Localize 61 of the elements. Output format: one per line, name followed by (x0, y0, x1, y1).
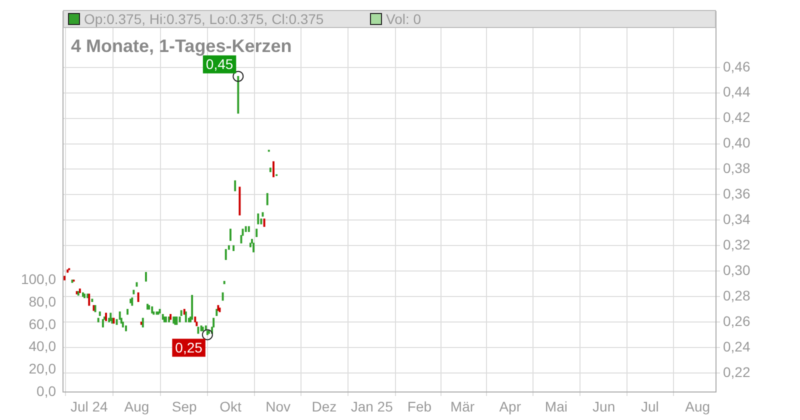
y2-tick-label: 40,0 (28, 338, 56, 354)
x-tick-label: Aug (685, 398, 710, 414)
x-tick-label: Mai (544, 398, 568, 414)
text: 4 Monate, 1-Tages-Kerzen (71, 36, 292, 57)
candlestick (191, 294, 194, 320)
candlestick (156, 311, 158, 315)
x-tick-label: Aug (124, 398, 150, 414)
candlestick (136, 282, 138, 287)
candlestick (256, 228, 258, 238)
x-tick-label: Mär (450, 398, 475, 414)
y-tick-label: 0,38 (723, 160, 750, 176)
x-tick-label: Nov (266, 398, 291, 414)
y2-tick-label: 80,0 (28, 294, 56, 310)
candlestick (105, 312, 107, 322)
x-tick-label: Apr (499, 398, 522, 414)
candlestick (234, 180, 236, 192)
x-tick-label: Sep (172, 398, 198, 414)
candlestick (126, 308, 129, 315)
candlestick (157, 311, 160, 315)
y-tick-label: 0,28 (723, 287, 750, 304)
info-strip: Op:0.375, Hi:0.375, Lo:0.375, Cl:0.375 Vol: 0 (63, 10, 716, 28)
candlestick (197, 326, 200, 334)
y2-tick-label: 100,0 (20, 271, 56, 288)
y-tick-label: 0,22 (723, 364, 750, 380)
y-tick-label: 0,26 (723, 312, 750, 329)
y2-tick-label: 60,0 (28, 316, 56, 332)
x-tick-label: Jan 25 (350, 398, 394, 414)
x-tick-label: Feb (407, 398, 432, 414)
candlestick (131, 297, 134, 306)
x-tick-label: Jul (640, 398, 659, 414)
y-tick-label: 0,40 (723, 134, 750, 151)
candlestick (223, 280, 226, 284)
y-tick-label: 0,42 (723, 109, 750, 126)
candlestick (218, 308, 221, 312)
annotation: 0,25 (175, 340, 203, 356)
annotation: Vol: 0 (386, 11, 422, 27)
x-tick-label: Jul 24 (70, 398, 108, 414)
y-tick-label: 0,46 (723, 58, 750, 74)
candlestick (97, 318, 100, 322)
y-tick-label: 0,34 (723, 211, 750, 228)
candlestick (252, 242, 255, 252)
annotation: Op:0.375, Hi:0.375, Lo:0.375, Cl:0.375 (84, 11, 324, 27)
candlestick (262, 212, 264, 217)
x-tick-label: Jun (592, 398, 616, 414)
annotation: 0,45 (206, 56, 234, 72)
x-tick-label: Dez (312, 398, 337, 414)
candlestick (257, 213, 260, 224)
candlestick (132, 290, 135, 294)
y2-tick-label: 20,0 (28, 360, 56, 377)
candlestick (183, 308, 186, 315)
y-tick-label: 0,36 (723, 186, 750, 202)
candlestick (200, 325, 202, 332)
candlestick (64, 276, 66, 280)
y-tick-label: 0,30 (723, 262, 750, 278)
y2-tick-label: 0,0 (36, 382, 56, 399)
y-tick-label: 0,24 (723, 338, 750, 354)
candlestick (232, 245, 235, 252)
x-tick-label: Okt (220, 398, 242, 414)
y-tick-label: 0,32 (723, 236, 750, 252)
candlestick (222, 292, 224, 301)
y-tick-label: 0,44 (723, 84, 750, 100)
